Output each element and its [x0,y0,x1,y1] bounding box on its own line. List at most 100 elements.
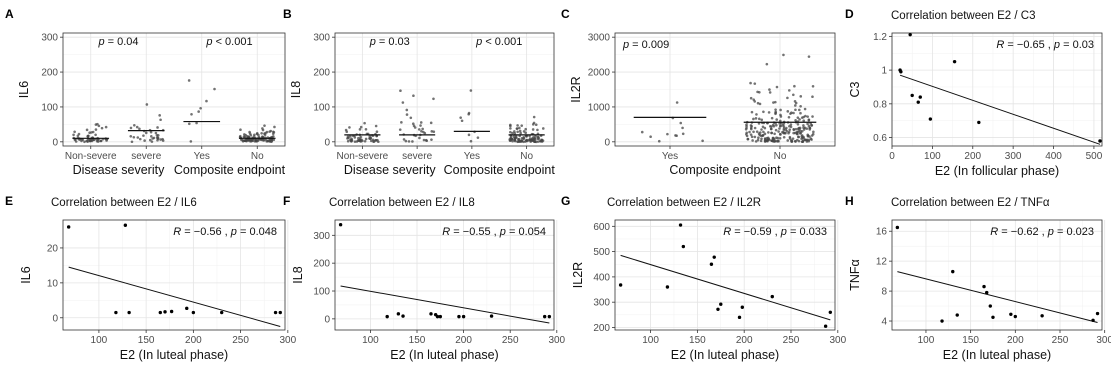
panel-d-xtick-label: 500 [1086,151,1103,162]
panel-a-point [272,130,276,134]
panel-a-point [72,133,75,137]
panel-c-point [749,96,753,100]
panel-c-point [799,95,803,98]
panel-b-point [532,121,536,125]
panel-b-point [345,130,349,133]
panel-g-xtick-label: 100 [642,335,659,346]
panel-f-point [338,223,343,227]
panel-a-point [263,124,266,127]
panel-e-regression-line [68,266,281,327]
panel-b-point [539,139,542,143]
panel-h-ytick-label: 8 [881,287,887,298]
panel-c-point [762,110,765,114]
panel-c-point [799,131,802,135]
panel-b-point [534,123,538,127]
panel-b-point [467,133,471,137]
panel-f-ytick-label: 0 [324,314,330,325]
panel-e-point [123,223,128,227]
panel-c-point [772,101,775,104]
panel-a-point [272,135,275,138]
panel-g-plot-bg [615,220,835,330]
panel-b-point [430,130,434,133]
panel-c-point [748,130,751,134]
panel-e-xtick-label: 100 [91,335,108,346]
panel-a-point [150,140,154,143]
panel-a-point [205,99,208,103]
panel-c-point [753,100,757,103]
panel-g-letter: G [561,194,570,208]
panel-f-regression-line [340,285,550,324]
panel-d-ytick-label: 1 [881,66,887,77]
panel-b-point [513,131,517,135]
panel-a-point [145,103,149,106]
panel-c-point [745,123,748,126]
panel-c-point [808,126,812,130]
panel-e-point [66,225,71,229]
panel-h-point [982,284,986,289]
panel-d-xtick-label: 100 [924,151,941,162]
panel-f-letter: F [283,194,290,208]
panel-d-ytick-label: 0.6 [873,133,887,144]
panel-a-point [96,122,99,126]
panel-e-ytick-label: 20 [47,243,59,254]
panel-h-point [991,315,995,319]
panel-a-point [94,128,98,131]
panel-c-point [754,140,758,143]
panel-b-point [524,127,527,131]
panel-c-point [753,82,757,85]
panel-g-point [618,283,623,287]
panel-d-xtick-label: 0 [889,151,895,162]
panel-d-point [908,32,912,37]
panel-h-point [985,290,989,295]
panel-b-point [535,140,538,144]
panel-e-plot-frame [62,219,286,331]
panel-b-plot-frame [334,32,555,147]
panel-b-point [404,139,408,143]
panel-g-point [681,244,686,249]
panel-f-point [489,314,494,318]
panel-a-point [74,140,78,143]
panel-g-regression-line [620,254,831,321]
panel-a-point [268,130,271,133]
panel-b-point [411,140,414,143]
panel-a-point [265,130,269,134]
panel-d-plot-bg [892,33,1102,146]
panel-a-point [143,139,146,142]
panel-c-point [756,101,760,105]
panel-d-regression-line [899,74,1101,145]
panel-c-point [803,107,807,111]
panel-c-point [787,131,790,135]
panel-c-point [774,108,777,111]
panel-g-xtick-label: 300 [829,335,846,346]
panel-a-point [90,139,94,143]
panel-f-point [401,314,405,318]
panel-b-point [509,127,512,130]
panel-a-point [197,110,200,113]
panel-c-point [774,112,777,116]
panel-b-ytick-label: 0 [324,137,330,148]
panel-h-correlation-stat: R = −0.62 , p = 0.023 [990,226,1094,238]
panel-c-point [701,139,704,143]
panel-b-point [519,131,522,135]
panel-b-point [412,124,416,128]
panel-b-point [531,128,535,131]
panel-b-ytick-label: 100 [313,102,330,113]
panel-c-point [745,132,748,136]
panel-h-point [1095,311,1100,316]
panel-a-point [257,133,260,137]
panel-h-xtick-label: 150 [962,335,979,346]
panel-b-point [509,130,512,134]
panel-e-xtick-label: 300 [279,335,296,346]
panel-c-point [765,62,769,66]
panel-a-ytick-label: 100 [41,102,58,113]
panel-c-point [763,132,767,136]
panel-c-point [798,127,801,131]
panel-c-ytick-label: 2000 [588,68,611,79]
panel-b-point [511,131,514,135]
panel-a-point [136,136,140,139]
panel-c-point [790,111,793,115]
panel-b-letter: B [283,7,292,21]
panel-a-point [156,126,159,129]
panel-h-point [1040,314,1044,318]
